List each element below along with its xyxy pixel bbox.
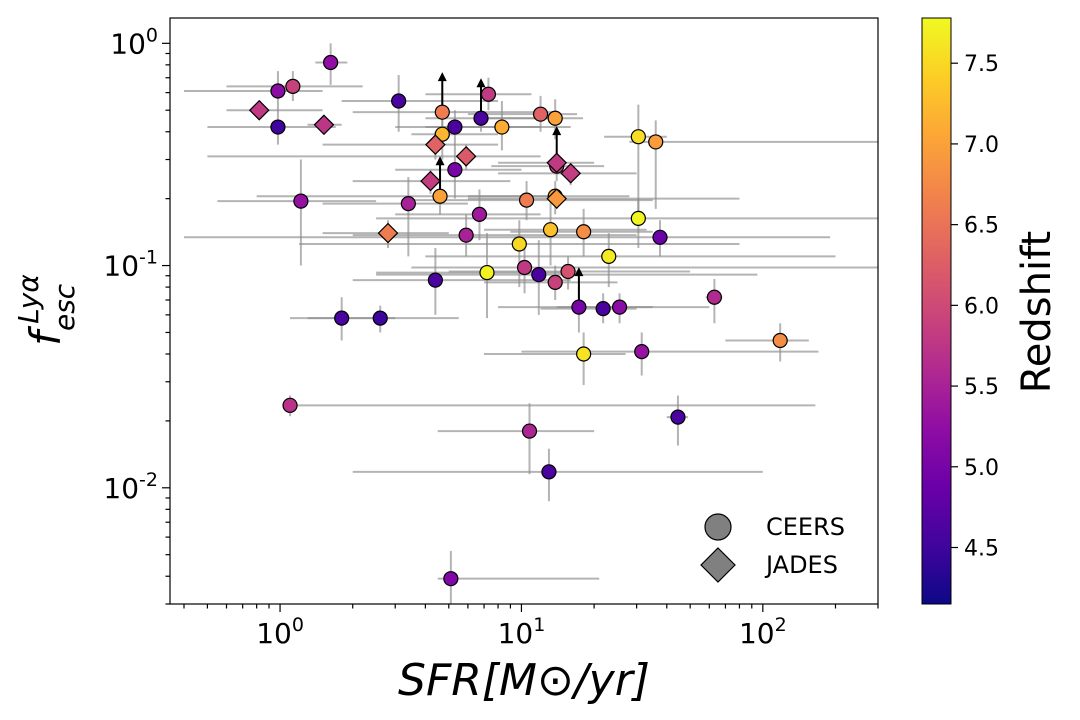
legend: CEERS JADES [700,513,845,583]
ceers-circle-point [648,134,664,150]
ceers-circle-point [447,119,463,135]
ceers-circle-point [432,188,448,204]
lower-limit-arrowhead [574,267,584,277]
ceers-circle-point [706,289,722,305]
ceers-circle-point [595,301,611,317]
ceers-circle-point [400,196,416,212]
ceers-circle-point [323,54,339,71]
ceers-circle-point [270,83,286,99]
ceers-circle-point [480,86,497,102]
ceers-circle-point [576,346,592,362]
colorbar-ticks: 4.5 5.0 5.5 6.0 6.5 7.0 7.5 [951,52,999,561]
jades-diamond-point [377,222,399,244]
ceers-circle-point [471,206,488,222]
ceers-circle-point [547,274,563,290]
jades-diamond-point [546,152,568,174]
x-axis-label: SFR[M⊙/yr] [398,655,650,706]
ceers-circle-point [611,299,628,315]
legend-label-jades: JADES [764,551,838,579]
ceers-circle-point [334,310,350,326]
ceers-circle-point [391,93,407,109]
ceers-circle-point [443,571,459,587]
ceers-circle-point [547,110,563,126]
ceers-circle-point [541,464,557,480]
jades-diamond-point [420,170,441,192]
colorbar [921,17,952,605]
ceers-circle-point [518,192,535,208]
ceers-circle-point [652,229,668,245]
ceers-circle-point [434,104,450,120]
ceers-circle-point [630,210,646,227]
ceers-circle-point [458,227,474,243]
ceers-circle-point [634,344,650,360]
ceers-circle-point [521,423,538,439]
ceers-circle-point [516,259,533,276]
ceers-circle-point [282,397,298,413]
plot-frame [169,17,879,605]
ceers-circle-point [670,409,686,425]
ceers-circle-point [479,264,495,281]
ceers-circle-point [601,248,617,264]
ceers-circle-point [427,272,443,288]
colorbar-tick-label: 7.5 [964,52,999,77]
colorbar-tick-label: 6.5 [964,214,999,239]
colorbar-tick-label: 6.0 [964,294,999,319]
ceers-circle-point [542,222,559,238]
jades-diamond-point [248,99,270,121]
ceers-circle-point [285,78,301,94]
ceers-circle-point [270,119,286,135]
ceers-circle-point [494,119,510,135]
jades-diamond-point [560,162,582,184]
ceers-circle-point [571,299,587,315]
ceers-circle-point [532,106,549,122]
x-tick-label: 101 [498,614,546,650]
lower-limit-arrowhead [437,72,447,82]
colorbar-tick-label: 5.0 [964,456,999,481]
lower-limit-arrowhead [552,126,562,136]
ceers-circle-point [531,267,547,283]
ceers-circle-point [630,129,646,145]
ceers-circle-point [560,263,576,280]
markers-layer [248,54,788,587]
colorbar-label: Redshift [1014,231,1060,393]
ceers-circle-point [434,126,450,142]
ceers-circle-point [576,224,592,240]
jades-diamond-point [313,114,335,136]
jades-diamond-point [546,188,568,210]
ceers-circle-point [372,310,388,326]
colorbar-tick-label: 5.5 [964,375,999,400]
ceers-circle-point [511,236,527,252]
legend-circle-marker [704,513,732,541]
legend-diamond-marker [700,547,736,583]
ceers-circle-point [447,162,463,178]
jades-diamond-point [455,146,477,167]
jades-diamond-point [425,134,446,155]
y-tick-label: 10-2 [103,469,158,505]
lower-limit-arrowhead [435,156,445,166]
ceers-circle-point [293,193,309,209]
lower-limit-arrowhead [476,78,486,88]
colorbar-tick-label: 7.0 [964,133,999,158]
colorbar-tick-label: 4.5 [964,536,999,561]
ceers-circle-point [473,110,489,126]
ceers-circle-point [772,332,788,349]
legend-label-ceers: CEERS [766,513,845,541]
